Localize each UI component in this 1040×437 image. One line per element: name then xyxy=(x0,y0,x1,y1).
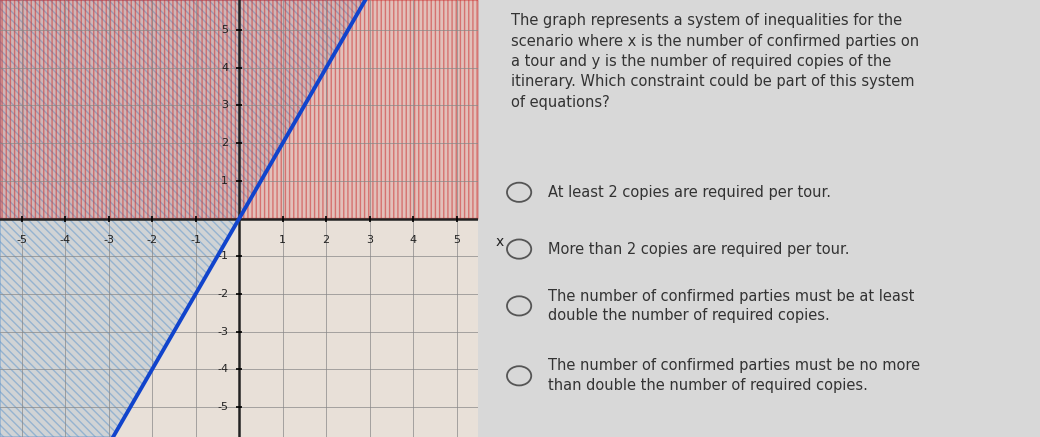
Text: The graph represents a system of inequalities for the
scenario where x is the nu: The graph represents a system of inequal… xyxy=(511,13,919,110)
Text: x: x xyxy=(496,236,504,250)
Text: -3: -3 xyxy=(103,236,114,246)
Text: 5: 5 xyxy=(222,25,229,35)
Text: -4: -4 xyxy=(59,236,71,246)
Text: The number of confirmed parties must be no more
than double the number of requir: The number of confirmed parties must be … xyxy=(548,358,920,393)
Text: -2: -2 xyxy=(217,289,229,299)
Text: -3: -3 xyxy=(217,326,229,336)
Text: 3: 3 xyxy=(366,236,373,246)
Text: -5: -5 xyxy=(217,402,229,412)
Text: 1: 1 xyxy=(222,176,229,186)
Text: 4: 4 xyxy=(222,63,229,73)
Text: 5: 5 xyxy=(453,236,460,246)
Text: -1: -1 xyxy=(217,251,229,261)
Text: -5: -5 xyxy=(17,236,27,246)
Text: 2: 2 xyxy=(222,138,229,148)
Text: 2: 2 xyxy=(322,236,330,246)
Text: At least 2 copies are required per tour.: At least 2 copies are required per tour. xyxy=(548,185,831,200)
Text: -4: -4 xyxy=(217,364,229,374)
Text: More than 2 copies are required per tour.: More than 2 copies are required per tour… xyxy=(548,242,850,257)
Text: The number of confirmed parties must be at least
double the number of required c: The number of confirmed parties must be … xyxy=(548,288,914,323)
Text: -1: -1 xyxy=(190,236,201,246)
Text: -2: -2 xyxy=(147,236,158,246)
Text: 3: 3 xyxy=(222,101,229,111)
Text: 4: 4 xyxy=(410,236,417,246)
Text: 1: 1 xyxy=(279,236,286,246)
